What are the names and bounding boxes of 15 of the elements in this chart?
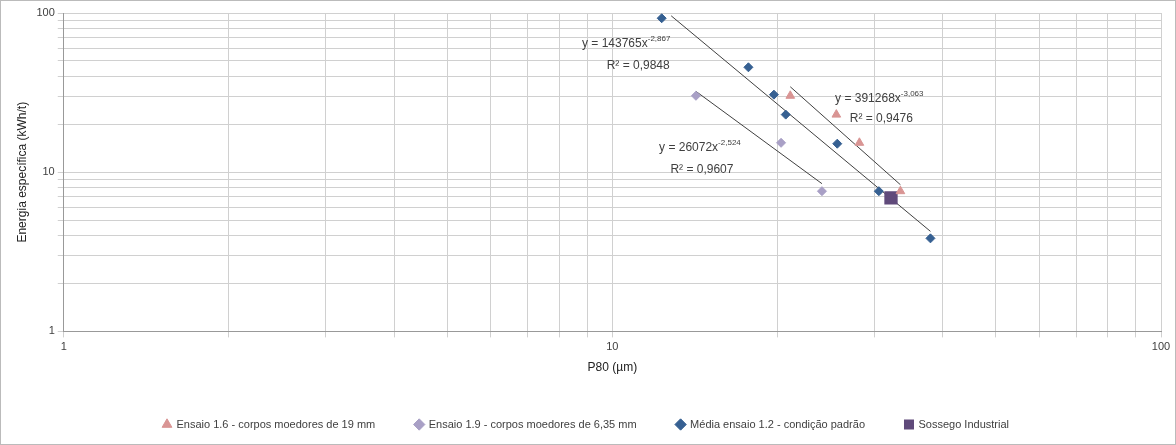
- x-axis-title: P80 (µm): [587, 360, 638, 375]
- legend-label: Média ensaio 1.2 - condição padrão: [690, 417, 866, 430]
- x-tick-label: 100: [1151, 340, 1171, 353]
- y-tick-label: 1: [48, 324, 55, 337]
- annotation: R² = 0,9848: [606, 58, 671, 73]
- x-tick-label: 1: [60, 340, 67, 353]
- y-axis-title: Energia específica (kWh/t): [14, 101, 29, 243]
- y-tick-label: 10: [42, 165, 55, 178]
- legend-label: Sossego Industrial: [918, 417, 1009, 430]
- x-tick-label: 10: [606, 340, 619, 353]
- legend-label: Ensaio 1.6 - corpos moedores de 19 mm: [176, 417, 376, 430]
- y-tick-label: 100: [36, 6, 55, 19]
- annotation: R² = 0,9476: [849, 111, 914, 126]
- annotation: R² = 0,9607: [670, 161, 734, 176]
- legend-label: Ensaio 1.9 - corpos moedores de 6,35 mm: [428, 417, 637, 430]
